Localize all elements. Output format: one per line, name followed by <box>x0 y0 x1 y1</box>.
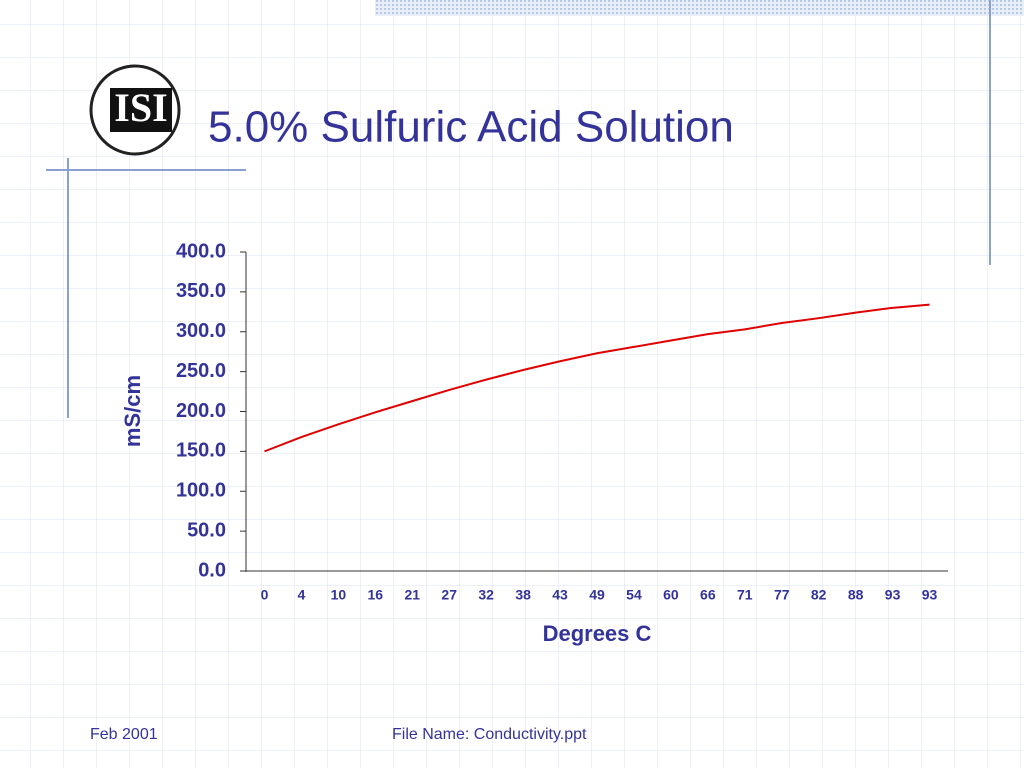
y-tick-label: 400.0 <box>176 240 226 262</box>
y-tick-label: 350.0 <box>176 280 226 302</box>
chart-title: 5.0% Sulfuric Acid Solution <box>208 103 734 152</box>
footer-date: Feb 2001 <box>90 726 158 743</box>
x-tick-label: 27 <box>441 587 457 603</box>
x-tick-label: 49 <box>589 587 605 603</box>
y-tick-label: 0.0 <box>198 559 226 581</box>
y-tick-label: 50.0 <box>187 519 226 541</box>
top-band <box>375 0 1024 16</box>
x-tick-label: 54 <box>626 587 642 603</box>
x-tick-label: 71 <box>737 587 753 603</box>
y-axis-label: mS/cm <box>120 375 145 447</box>
x-tick-label: 32 <box>478 587 494 603</box>
x-tick-label: 21 <box>404 587 420 603</box>
x-tick-label: 60 <box>663 587 679 603</box>
x-tick-label: 38 <box>515 587 531 603</box>
x-tick-label: 0 <box>261 587 269 603</box>
x-axis-label: Degrees C <box>543 621 652 646</box>
x-tick-label: 16 <box>368 587 384 603</box>
line <box>264 303 930 453</box>
y-tick-label: 100.0 <box>176 480 226 502</box>
x-tick-label: 88 <box>848 587 864 603</box>
x-tick-label: 93 <box>922 587 938 603</box>
logo: ISI <box>89 64 181 156</box>
x-tick-label: 43 <box>552 587 568 603</box>
x-tick-label: 10 <box>331 587 347 603</box>
footer-file: File Name: Conductivity.ppt <box>392 726 587 743</box>
y-tick-label: 150.0 <box>176 440 226 462</box>
x-tick-label: 82 <box>811 587 827 603</box>
x-tick-label: 4 <box>298 587 306 603</box>
y-tick-label: 300.0 <box>176 320 226 342</box>
x-tick-label: 77 <box>774 587 790 603</box>
x-tick-label: 93 <box>885 587 901 603</box>
logo-text: ISI <box>114 85 167 130</box>
y-tick-label: 200.0 <box>176 400 226 422</box>
x-tick-label: 66 <box>700 587 716 603</box>
y-tick-label: 250.0 <box>176 360 226 382</box>
